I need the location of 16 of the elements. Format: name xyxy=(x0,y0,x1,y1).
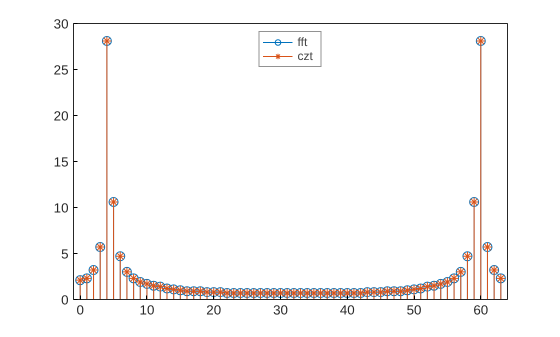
y-tick-label: 25 xyxy=(54,62,69,78)
x-tick-label: 40 xyxy=(340,302,355,318)
x-tick-label: 50 xyxy=(406,302,422,318)
y-tick-label: 10 xyxy=(54,200,69,216)
x-tick-label: 0 xyxy=(76,302,84,318)
y-tick-label: 15 xyxy=(54,154,69,170)
y-tick-label: 5 xyxy=(61,246,69,262)
y-tick-label: 20 xyxy=(54,108,69,124)
legend-label: czt xyxy=(298,49,314,63)
x-tick-label: 10 xyxy=(140,302,154,318)
x-tick-label: 20 xyxy=(206,302,222,318)
x-tick-label: 60 xyxy=(473,302,488,318)
y-tick-label: 30 xyxy=(54,16,69,32)
legend-label: fft xyxy=(298,35,308,49)
x-tick-label: 30 xyxy=(273,302,288,318)
y-tick-label: 0 xyxy=(61,292,69,308)
